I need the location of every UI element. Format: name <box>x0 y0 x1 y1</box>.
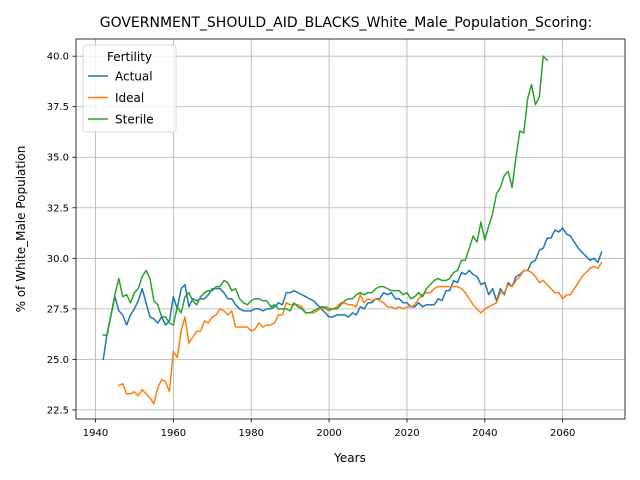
y-tick-label: 35.0 <box>47 153 69 164</box>
axis-ticks: 1940 1960 1980 2000 2020 2040 2060 22.5 25.0 27.5… <box>47 52 576 439</box>
legend-box <box>82 44 177 133</box>
y-tick-label: 25.0 <box>47 355 69 366</box>
series-line-actual <box>102 227 603 361</box>
legend-label: Actual <box>115 70 153 84</box>
series-line-sterile <box>102 55 549 336</box>
legend-label: Ideal <box>115 91 144 105</box>
y-axis-label: % of White_Male Population <box>14 146 28 313</box>
legend-title: Fertility <box>107 50 152 64</box>
y-tick-label: 27.5 <box>47 304 69 315</box>
y-tick-label: 37.5 <box>47 102 69 113</box>
grid <box>76 39 625 419</box>
x-tick-label: 1940 <box>83 428 108 439</box>
x-tick-label: 2060 <box>550 428 575 439</box>
series-line-ideal <box>117 261 603 405</box>
x-tick-label: 1960 <box>161 428 186 439</box>
y-tick-label: 22.5 <box>47 405 69 416</box>
y-tick-label: 30.0 <box>47 254 69 265</box>
legend-entries: Actual Ideal Sterile <box>88 70 154 127</box>
legend: Fertility Actual Ideal Sterile <box>82 44 177 133</box>
plot-frame <box>75 38 626 420</box>
x-tick-label: 2020 <box>394 428 419 439</box>
x-tick-label: 1980 <box>238 428 263 439</box>
x-tick-label: 2040 <box>472 428 497 439</box>
x-tick-label: 2000 <box>316 428 341 439</box>
y-tick-label: 32.5 <box>47 203 69 214</box>
legend-item-actual: Actual <box>88 70 153 84</box>
legend-item-sterile: Sterile <box>88 113 154 127</box>
y-tick-label: 40.0 <box>47 52 69 63</box>
series-lines <box>102 55 603 405</box>
x-axis-label: Years <box>333 451 366 465</box>
legend-label: Sterile <box>115 113 154 127</box>
chart-title: GOVERNMENT_SHOULD_AID_BLACKS_White_Male_… <box>100 15 593 31</box>
legend-item-ideal: Ideal <box>88 91 144 105</box>
